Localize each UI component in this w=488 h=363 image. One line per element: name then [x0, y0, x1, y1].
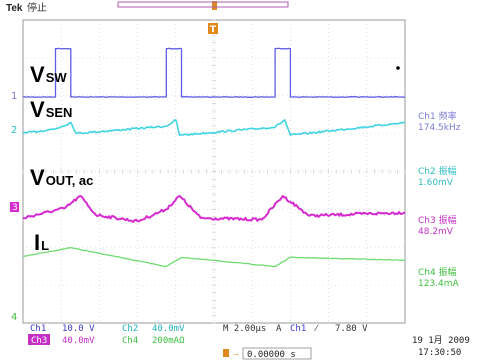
- ch3-marker: 3: [12, 203, 18, 213]
- channel-markers: 1 2 3 4: [10, 91, 19, 323]
- meas-ch1-label: Ch1 频率: [418, 110, 457, 122]
- set-timebase: M 2.00µs: [223, 324, 266, 334]
- horizontal-offset: 0.00000 s: [247, 350, 296, 360]
- ch4-marker: 4: [11, 312, 17, 323]
- waveform-ch4: [22, 247, 406, 268]
- meas-ch1-value: 174.5kHz: [418, 123, 461, 133]
- set-ch4-scale: 200mAΩ: [152, 336, 185, 346]
- record-window-indicator: [117, 1, 289, 8]
- set-ch2-scale: 40.0mV: [152, 324, 185, 334]
- set-ch3-scale: 40.0mV: [62, 336, 95, 346]
- set-ch4-name: Ch4: [122, 336, 138, 346]
- vsw-label: VSW: [30, 62, 67, 87]
- meas-ch4-label: Ch4 振幅: [418, 266, 457, 278]
- cursor-dot-icon: [396, 66, 400, 70]
- time-readout: 17:30:50: [418, 348, 461, 358]
- waveform-ch3: [22, 195, 406, 223]
- meas-ch3-label: Ch3 振幅: [418, 214, 457, 226]
- offset-box: [242, 347, 312, 360]
- set-trigger-source: Ch1: [290, 324, 306, 334]
- il-label: IL: [34, 230, 49, 255]
- set-ch1-scale: 10.0 V: [62, 324, 95, 334]
- trigger-position-icon: [212, 1, 217, 10]
- ch1-marker: 1: [11, 91, 17, 102]
- waveform-ch2: [22, 119, 406, 136]
- meas-ch3-value: 48.2mV: [418, 227, 454, 237]
- meas-ch2-label: Ch2 振幅: [418, 165, 457, 177]
- offset-arrow-icon: →: [231, 348, 240, 358]
- ch2-marker: 2: [11, 125, 17, 136]
- meas-ch4-value: 123.4mA: [418, 279, 460, 289]
- brand-label: Tek: [6, 3, 23, 14]
- set-trigger-level: 7.80 V: [335, 324, 368, 334]
- meas-ch2-value: 1.60mV: [418, 178, 454, 188]
- date-readout: 19 1月 2009: [412, 335, 470, 346]
- measurement-panel: Ch1 频率 174.5kHz Ch2 振幅 1.60mV Ch3 振幅 48.…: [418, 110, 461, 289]
- set-ch2-name: Ch2: [122, 324, 138, 334]
- acquisition-state: 停止: [27, 1, 47, 14]
- trigger-marker: T: [208, 23, 218, 35]
- set-ch3-name: Ch3: [31, 336, 47, 346]
- graticule: [22, 19, 406, 324]
- ch3-marker-box: [10, 202, 19, 212]
- vsen-label: VSEN: [30, 97, 72, 122]
- ch3-selected-box: [28, 334, 50, 345]
- trigger-slope-icon: ⁄: [314, 323, 319, 333]
- set-ch1-name: Ch1: [30, 324, 46, 334]
- settings-readout: Ch1 10.0 V Ch2 40.0mV M 2.00µs A Ch1 ⁄ 7…: [28, 323, 470, 360]
- trigger-marker-label: T: [210, 25, 217, 35]
- waveforms: [22, 47, 406, 268]
- set-trigger-mode: A: [276, 324, 282, 334]
- offset-trigger-icon: [223, 349, 229, 357]
- waveform-ch1: [22, 47, 406, 98]
- vout-label: VOUT, ac: [30, 165, 93, 190]
